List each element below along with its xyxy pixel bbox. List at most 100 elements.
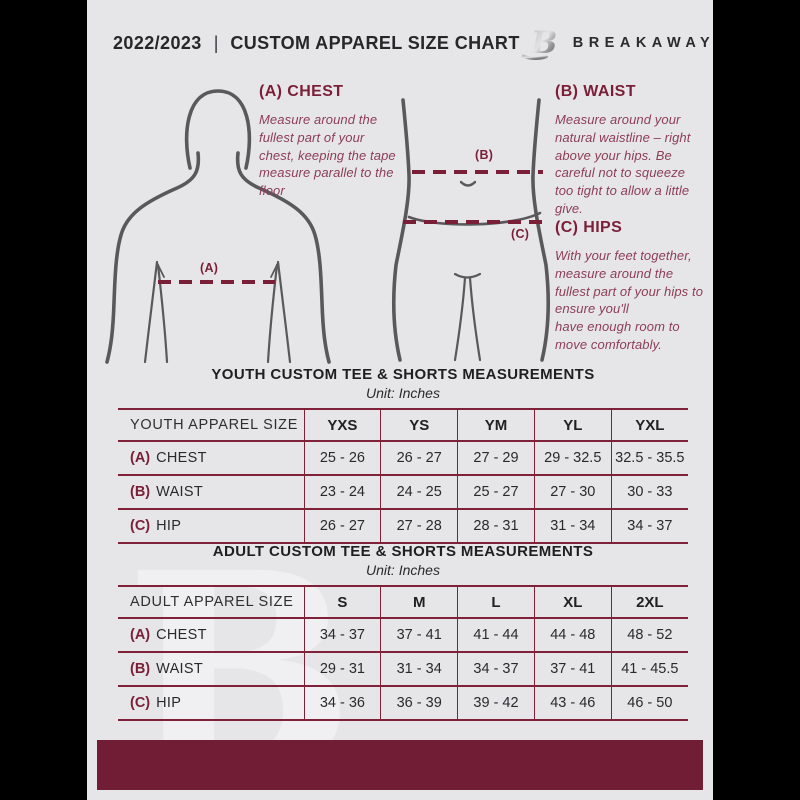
adult-hip-row: (C) HIP 34 - 36 36 - 39 39 - 42 43 - 46 4… [118,685,688,721]
table-cell: 25 - 27 [457,474,535,509]
brand-name: BREAKAWAY [572,35,713,51]
hips-instructions: With your feet together, measure around … [555,247,705,354]
adult-size-label: ADULT APPAREL SIZE [118,585,304,618]
table-cell: 29 - 31 [303,651,381,686]
table-cell: 39 - 42 [457,685,535,721]
hips-instructions-part1: With your feet together, measure around … [555,248,704,317]
table-cell: 37 - 41 [533,651,612,686]
svg-text:B: B [530,25,557,61]
youth-size-ys: YS [380,408,458,441]
adult-table-title: ADULT CUSTOM TEE & SHORTS MEASUREMENTS [212,543,594,560]
hips-marker-label: (C) [511,227,530,241]
row-key: (A) [130,627,151,643]
row-name: WAIST [156,484,204,500]
season-label: 2022/2023 [113,32,202,53]
adult-measurements-section: ADULT CUSTOM TEE & SHORTS MEASUREMENTS U… [118,543,688,721]
table-cell: 30 - 33 [610,474,688,509]
table-cell: 28 - 31 [457,508,535,544]
table-cell: 34 - 37 [610,508,688,544]
row-key: (C) [130,518,151,534]
row-name: HIP [156,518,182,534]
youth-table-title: YOUTH CUSTOM TEE & SHORTS MEASUREMENTS [211,366,595,383]
adult-hip-label: (C) HIP [118,685,304,721]
letterbox-right [713,0,800,800]
footer-bar [97,740,703,790]
youth-chest-row: (A) CHEST 25 - 26 26 - 27 27 - 29 29 - 32… [118,440,688,475]
table-cell: 23 - 24 [303,474,381,509]
table-cell: 37 - 41 [380,617,458,652]
youth-size-label: YOUTH APPAREL SIZE [118,408,304,441]
table-cell: 27 - 30 [533,474,612,509]
table-cell: 31 - 34 [533,508,612,544]
row-name: WAIST [156,661,204,677]
waist-instructions: Measure around your natural waistline – … [555,112,691,216]
adult-size-l: L [457,585,535,618]
table-cell: 24 - 25 [380,474,458,509]
row-name: CHEST [156,627,207,643]
row-name: CHEST [156,450,207,466]
row-key: (C) [130,695,151,711]
table-cell: 36 - 39 [380,685,458,721]
youth-size-yxs: YXS [303,408,381,441]
chest-heading: (A) CHEST [259,83,344,100]
measurement-diagram: (A) (B) (C) (A) CHEST Measure around the… [87,75,713,367]
adult-chest-label: (A) CHEST [118,617,304,652]
adult-size-2xl: 2XL [610,585,688,618]
row-key: (A) [130,450,151,466]
table-cell: 26 - 27 [303,508,381,544]
table-cell: 41 - 44 [457,617,535,652]
youth-table-unit: Unit: Inches [366,385,440,401]
row-key: (B) [130,484,151,500]
table-cell: 41 - 45.5 [610,651,688,686]
youth-hip-row: (C) HIP 26 - 27 27 - 28 28 - 31 31 - 34 3… [118,508,688,544]
table-cell: 29 - 32.5 [533,440,612,475]
header-separator: | [213,32,219,53]
table-cell: 44 - 48 [533,617,612,652]
table-cell: 34 - 37 [303,617,381,652]
youth-size-yxl: YXL [610,408,688,441]
waist-marker-label: (B) [475,148,494,162]
youth-measurements-section: YOUTH CUSTOM TEE & SHORTS MEASUREMENTS U… [118,366,688,544]
table-cell: 27 - 29 [457,440,535,475]
page-header: 2022/2023 | CUSTOM APPAREL SIZE CHART B … [113,22,710,64]
row-name: HIP [156,695,182,711]
table-cell: 48 - 52 [610,617,688,652]
chest-instructions: Measure around the fullest part of your … [259,112,396,199]
body-figures-illustration [105,89,551,364]
hips-heading: (C) HIPS [555,219,623,236]
youth-size-table: YOUTH APPAREL SIZE YXS YS YM YL YXL (A) C… [118,408,688,544]
table-cell: 26 - 27 [380,440,458,475]
table-cell: 32.5 - 35.5 [610,440,688,475]
adult-table-unit: Unit: Inches [366,562,440,578]
breakaway-b-logo-icon: B [521,25,557,61]
adult-size-m: M [380,585,458,618]
adult-waist-row: (B) WAIST 29 - 31 31 - 34 34 - 37 37 - 41… [118,651,688,686]
brand-block: B BREAKAWAY [520,23,713,63]
adult-header-row: ADULT APPAREL SIZE S M L XL 2XL [118,585,688,618]
youth-chest-label: (A) CHEST [118,440,304,475]
adult-size-s: S [303,585,381,618]
size-chart-page: B 2022/2023 | CUSTOM APPAREL SIZE CHART … [87,0,713,800]
page-title: CUSTOM APPAREL SIZE CHART [230,32,520,53]
youth-size-ym: YM [457,408,535,441]
youth-waist-label: (B) WAIST [118,474,304,509]
youth-waist-row: (B) WAIST 23 - 24 24 - 25 25 - 27 27 - 30… [118,474,688,509]
table-cell: 25 - 26 [303,440,381,475]
youth-header-row: YOUTH APPAREL SIZE YXS YS YM YL YXL [118,408,688,441]
adult-waist-label: (B) WAIST [118,651,304,686]
adult-chest-row: (A) CHEST 34 - 37 37 - 41 41 - 44 44 - 48… [118,617,688,652]
youth-hip-label: (C) HIP [118,508,304,544]
chest-marker-label: (A) [200,261,219,275]
hips-instructions-part2: have enough room to move comfortably. [555,319,680,352]
waist-heading: (B) WAIST [555,83,636,100]
table-cell: 27 - 28 [380,508,458,544]
table-cell: 43 - 46 [533,685,612,721]
row-key: (B) [130,661,151,677]
adult-size-table: ADULT APPAREL SIZE S M L XL 2XL (A) CHEST… [118,585,688,721]
table-cell: 46 - 50 [610,685,688,721]
youth-size-yl: YL [533,408,612,441]
table-cell: 34 - 36 [303,685,381,721]
table-cell: 31 - 34 [380,651,458,686]
letterbox-left [0,0,87,800]
table-cell: 34 - 37 [457,651,535,686]
